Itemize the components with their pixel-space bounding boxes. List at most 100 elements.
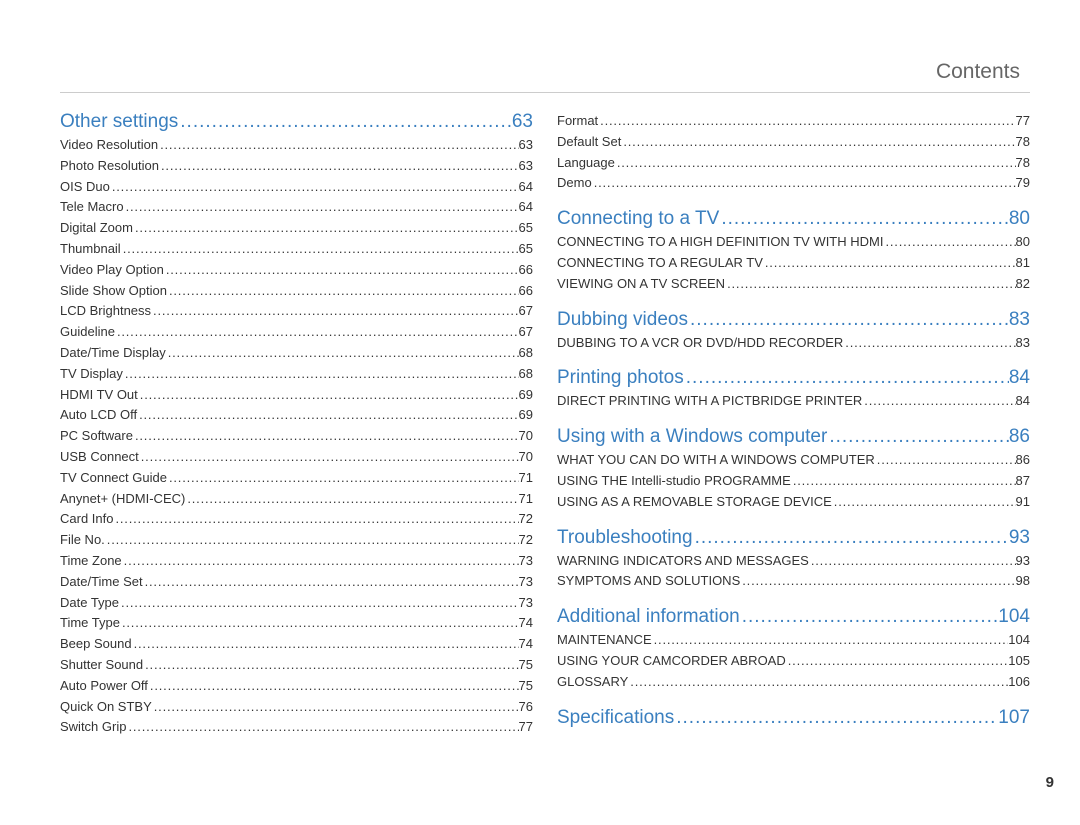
toc-entry-page: 73: [519, 551, 533, 572]
toc-entry-row: Format..................................…: [557, 111, 1030, 132]
toc-entry-label: SYMPTOMS AND SOLUTIONS: [557, 571, 740, 592]
toc-entry-page: 69: [519, 385, 533, 406]
toc-section-title: Additional information: [557, 606, 740, 628]
toc-section-row: Additional information..................…: [557, 606, 1030, 628]
toc-left-column: Other settings..........................…: [60, 111, 533, 738]
toc-leader-dots: ........................................…: [124, 197, 519, 218]
toc-leader-dots: ........................................…: [615, 153, 1016, 174]
toc-section-row: Using with a Windows computer...........…: [557, 426, 1030, 448]
toc-leader-dots: ........................................…: [763, 253, 1016, 274]
toc-entry-row: Date Type...............................…: [60, 593, 533, 614]
toc-entry-row: CONNECTING TO A HIGH DEFINITION TV WITH …: [557, 232, 1030, 253]
toc-entry-row: GLOSSARY................................…: [557, 672, 1030, 693]
toc-entry-page: 68: [519, 364, 533, 385]
toc-section-title: Dubbing videos: [557, 309, 688, 331]
toc-entry-label: WHAT YOU CAN DO WITH A WINDOWS COMPUTER: [557, 450, 875, 471]
toc-leader-dots: ........................................…: [164, 260, 519, 281]
toc-section-title: Printing photos: [557, 367, 684, 389]
toc-entry-page: 105: [1008, 651, 1030, 672]
toc-leader-dots: ........................................…: [148, 676, 519, 697]
toc-section-page: 93: [1009, 527, 1030, 549]
toc-entry-page: 71: [519, 468, 533, 489]
toc-entry-row: LCD Brightness..........................…: [60, 301, 533, 322]
toc-entry-label: Digital Zoom: [60, 218, 133, 239]
toc-leader-dots: ........................................…: [832, 492, 1016, 513]
toc-columns: Other settings..........................…: [60, 111, 1030, 738]
page-header: Contents: [60, 60, 1030, 93]
toc-section-page: 84: [1009, 367, 1030, 389]
toc-entry-page: 71: [519, 489, 533, 510]
toc-leader-dots: ........................................…: [123, 364, 519, 385]
toc-entry-label: Format: [557, 111, 598, 132]
toc-entry-label: WARNING INDICATORS AND MESSAGES: [557, 551, 809, 572]
toc-entry-label: Photo Resolution: [60, 156, 159, 177]
toc-entry-page: 78: [1016, 153, 1030, 174]
toc-entry-row: OIS Duo.................................…: [60, 177, 533, 198]
toc-entry-page: 75: [519, 655, 533, 676]
toc-entry-label: PC Software: [60, 426, 133, 447]
toc-entry-label: USING YOUR CAMCORDER ABROAD: [557, 651, 786, 672]
toc-leader-dots: ........................................…: [652, 630, 1009, 651]
toc-entry-page: 79: [1016, 173, 1030, 194]
toc-entry-label: OIS Duo: [60, 177, 110, 198]
toc-entry-page: 70: [519, 426, 533, 447]
toc-entry-page: 84: [1016, 391, 1030, 412]
toc-section-row: Other settings..........................…: [60, 111, 533, 133]
toc-leader-dots: ........................................…: [121, 239, 519, 260]
toc-entry-row: Beep Sound..............................…: [60, 634, 533, 655]
toc-entry-label: DIRECT PRINTING WITH A PICTBRIDGE PRINTE…: [557, 391, 862, 412]
toc-entry-page: 81: [1016, 253, 1030, 274]
toc-entry-row: Video Play Option.......................…: [60, 260, 533, 281]
toc-leader-dots: ........................................…: [143, 655, 518, 676]
toc-leader-dots: ........................................…: [843, 333, 1015, 354]
toc-entry-page: 77: [519, 717, 533, 738]
toc-leader-dots: ........................................…: [143, 572, 519, 593]
toc-entry-label: Beep Sound: [60, 634, 132, 655]
toc-leader-dots: ........................................…: [786, 651, 1009, 672]
toc-entry-page: 63: [519, 156, 533, 177]
toc-section-title: Connecting to a TV: [557, 208, 719, 230]
toc-entry-row: Default Set.............................…: [557, 132, 1030, 153]
toc-entry-row: Photo Resolution........................…: [60, 156, 533, 177]
toc-leader-dots: ........................................…: [725, 274, 1015, 295]
toc-leader-dots: ........................................…: [598, 111, 1015, 132]
toc-leader-dots: ........................................…: [740, 606, 999, 628]
toc-section-page: 63: [512, 111, 533, 133]
toc-entry-page: 72: [519, 509, 533, 530]
toc-entry-label: CONNECTING TO A REGULAR TV: [557, 253, 763, 274]
toc-entry-row: HDMI TV Out.............................…: [60, 385, 533, 406]
toc-entry-row: Tele Macro..............................…: [60, 197, 533, 218]
toc-leader-dots: ........................................…: [167, 281, 519, 302]
toc-entry-page: 93: [1016, 551, 1030, 572]
toc-entry-row: VIEWING ON A TV SCREEN..................…: [557, 274, 1030, 295]
toc-leader-dots: ........................................…: [719, 208, 1009, 230]
toc-entry-page: 77: [1016, 111, 1030, 132]
toc-entry-label: USING THE Intelli-studio PROGRAMME: [557, 471, 791, 492]
toc-entry-row: Auto LCD Off............................…: [60, 405, 533, 426]
toc-entry-row: USING AS A REMOVABLE STORAGE DEVICE.....…: [557, 492, 1030, 513]
toc-leader-dots: ........................................…: [137, 405, 518, 426]
toc-leader-dots: ........................................…: [740, 571, 1015, 592]
toc-entry-label: USB Connect: [60, 447, 139, 468]
toc-entry-page: 67: [519, 322, 533, 343]
toc-entry-row: Quick On STBY...........................…: [60, 697, 533, 718]
toc-entry-label: Video Play Option: [60, 260, 164, 281]
toc-entry-page: 80: [1016, 232, 1030, 253]
toc-entry-row: Slide Show Option.......................…: [60, 281, 533, 302]
toc-entry-row: DUBBING TO A VCR OR DVD/HDD RECORDER....…: [557, 333, 1030, 354]
toc-leader-dots: ........................................…: [139, 447, 519, 468]
toc-entry-label: Guideline: [60, 322, 115, 343]
toc-entry-label: Language: [557, 153, 615, 174]
toc-entry-row: Date/Time Set...........................…: [60, 572, 533, 593]
toc-leader-dots: ........................................…: [185, 489, 518, 510]
toc-entry-row: Auto Power Off..........................…: [60, 676, 533, 697]
toc-section-row: Printing photos.........................…: [557, 367, 1030, 389]
toc-entry-row: TV Connect Guide........................…: [60, 468, 533, 489]
toc-entry-page: 83: [1016, 333, 1030, 354]
toc-leader-dots: ........................................…: [151, 301, 518, 322]
toc-leader-dots: ........................................…: [693, 527, 1009, 549]
toc-entry-page: 66: [519, 281, 533, 302]
toc-entry-row: USB Connect.............................…: [60, 447, 533, 468]
toc-entry-label: Slide Show Option: [60, 281, 167, 302]
toc-entry-row: WHAT YOU CAN DO WITH A WINDOWS COMPUTER.…: [557, 450, 1030, 471]
